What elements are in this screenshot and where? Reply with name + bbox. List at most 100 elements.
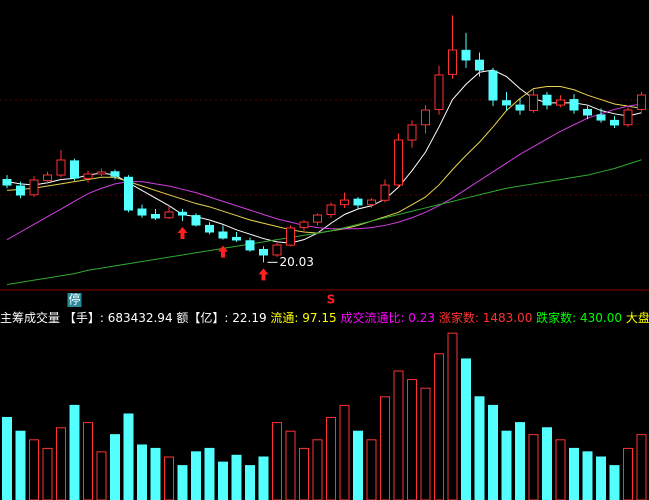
volume-bar [218,461,228,500]
candle-body [502,100,511,106]
volume-bar [245,465,255,500]
candle-body [596,114,606,121]
candle-body [610,119,619,126]
candle-body [137,208,147,216]
candle-body [637,94,646,110]
volume-bar [42,447,53,500]
volume-bar [150,447,161,500]
ma-line [6,85,642,234]
candle-body [191,215,201,226]
sell-marker: S [327,293,336,307]
candle-body [434,74,444,110]
candle-body [178,211,187,216]
candle-body [299,221,309,229]
candle-body [380,184,390,201]
volume-bar [420,387,431,500]
candle-body [313,214,322,223]
candle-body [56,159,66,176]
info-part: 【手】: 683432.94 额【亿】: 22.19 [60,310,270,325]
stop-marker: 停 [68,292,80,307]
volume-bar [636,434,647,500]
volume-bar [326,416,336,500]
candle-body [272,244,282,256]
volume-bar [83,422,93,500]
candle-body [232,236,241,241]
volume-bar [123,413,134,500]
candle-body [623,109,633,126]
candle-body [556,99,565,106]
candle-body [515,104,525,111]
info-part: 涨家数: 1483.00 [439,310,536,325]
candle-body [43,174,52,182]
volume-bar [272,422,282,500]
stop-box [67,293,82,307]
volume-bar [258,456,269,500]
volume-bar [609,465,620,500]
buy-arrow [177,227,188,240]
low-label: 20.03 [280,255,314,269]
volume-bar [96,451,107,500]
volume-bar [231,454,242,500]
candle-body [151,213,160,219]
candle-body [218,231,228,239]
candle-body [16,185,25,196]
candle-body [475,59,484,71]
volume-bar [312,439,323,500]
candle-body [448,49,457,75]
candle-body [29,179,39,196]
buy-arrow [218,245,228,258]
candle-body [542,94,552,106]
volume-bar [447,332,458,500]
candle-body [83,173,93,179]
candle-body [529,94,538,112]
volume-bar [137,444,147,500]
candle-body [340,199,349,206]
candle-body [583,108,592,116]
info-part: 跌家数: 430.00 [536,310,626,325]
volume-bar [474,396,485,500]
volume-bar [623,447,633,500]
volume-bar [15,430,26,500]
info-part: 大盘成交额 [626,310,649,325]
candle-body [326,204,336,215]
volume-bar [461,358,471,500]
candle-body [245,240,255,251]
volume-bar [555,439,566,500]
volume-bar [191,451,201,500]
candle-body [421,109,430,126]
volume-info: 主筹成交量 【手】: 683432.94 额【亿】: 22.19 流通: 97.… [0,310,649,325]
volume-bar [434,353,444,500]
volume-bar [204,447,215,500]
volume-bar [285,430,296,500]
volume-bar [515,422,525,500]
candle-body [97,171,106,175]
candle-body [286,227,295,246]
info-part: 主筹成交量 [0,310,60,325]
candle-body [367,199,376,206]
volume-bar [2,416,12,500]
candle-body [394,139,403,186]
volume-bar [56,427,66,500]
volume-bar [380,396,390,500]
candle-body [407,124,417,141]
candle-body [259,249,268,256]
candle-body [569,99,579,111]
volume-bar [596,456,606,500]
volume-bar [528,434,539,500]
candle-body [110,171,120,177]
volume-bar [501,430,512,500]
volume-bar [366,439,377,500]
candle-body [461,49,471,61]
volume-bar [110,434,120,500]
ma-line [6,103,642,241]
volume-bar [582,451,593,500]
info-part: 流通: 97.15 [270,311,340,325]
ma-line [6,159,642,286]
volume-bar [353,430,363,500]
candle-body [205,224,214,233]
candle-body [124,176,133,211]
candle-body [70,160,79,179]
candle-body [488,70,498,101]
volume-bar [69,404,80,500]
